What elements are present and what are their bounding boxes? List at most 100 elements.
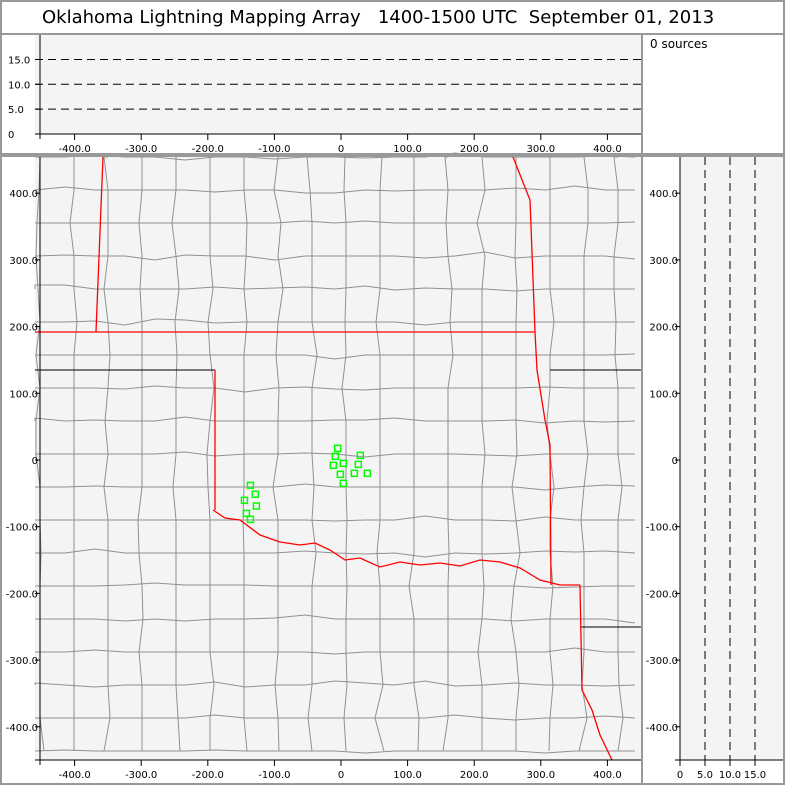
x-tick-label: -400.0 xyxy=(58,144,90,155)
y-tick-label: 400.0 xyxy=(9,189,38,200)
county-line xyxy=(408,157,420,752)
county-line xyxy=(578,156,589,752)
x-tick-label: 400.0 xyxy=(593,770,622,781)
state-border xyxy=(212,509,580,586)
x-tick-label: -400.0 xyxy=(58,770,90,781)
county-line xyxy=(510,157,521,751)
x-tick-label: 200.0 xyxy=(460,144,489,155)
x-tick-label: 10.0 xyxy=(719,770,741,781)
county-line xyxy=(171,157,181,752)
lma-station-marker xyxy=(240,496,249,505)
y-tick-label: 5.0 xyxy=(8,105,24,116)
sources-panel: 0 sources xyxy=(643,35,783,153)
x-tick-label: -300.0 xyxy=(125,770,157,781)
y-tick-label: -300.0 xyxy=(646,656,678,667)
x-tick-label: 5.0 xyxy=(697,770,713,781)
y-tick-label: 300.0 xyxy=(649,256,678,267)
x-tick-label: -200.0 xyxy=(192,770,224,781)
y-tick-label: 200.0 xyxy=(649,323,678,334)
side-plot-area xyxy=(680,157,783,760)
county-line xyxy=(272,156,284,752)
lma-station-marker xyxy=(350,469,359,478)
y-tick-label: 15.0 xyxy=(8,55,30,66)
county-line xyxy=(137,157,144,751)
county-line xyxy=(34,284,635,292)
x-tick-label: 400.0 xyxy=(593,144,622,155)
county-line xyxy=(341,156,348,752)
sources-count: 0 sources xyxy=(650,37,708,51)
county-line xyxy=(35,353,636,360)
y-tick-label: 0 xyxy=(8,130,14,141)
lma-station-marker xyxy=(356,451,365,460)
county-line xyxy=(34,680,636,688)
lma-station-marker xyxy=(246,515,255,524)
x-tick-label: -300.0 xyxy=(125,144,157,155)
y-tick-label: 200.0 xyxy=(9,323,38,334)
lma-station-marker xyxy=(339,459,348,468)
county-line xyxy=(35,582,635,589)
county-line xyxy=(34,251,636,261)
lma-station-marker xyxy=(354,460,363,469)
y-tick-label: 10.0 xyxy=(8,80,30,91)
x-tick-label: 0 xyxy=(677,770,683,781)
y-tick-label: -400.0 xyxy=(646,723,678,734)
county-line xyxy=(242,157,248,752)
lma-station-marker xyxy=(242,509,251,518)
state-border xyxy=(534,331,552,586)
county-line xyxy=(35,385,635,393)
county-line xyxy=(35,515,635,522)
county-line xyxy=(103,156,111,752)
lma-station-marker xyxy=(329,461,338,470)
lma-station-marker xyxy=(339,479,348,488)
divider xyxy=(0,153,785,157)
county-line xyxy=(35,614,636,624)
y-tick-label: 400.0 xyxy=(649,189,678,200)
county-line xyxy=(35,647,635,655)
county-line xyxy=(442,156,454,752)
y-tick-label: 100.0 xyxy=(649,389,678,400)
lma-station-marker xyxy=(363,469,372,478)
county-line xyxy=(34,749,635,754)
y-tick-label: 0 xyxy=(32,456,38,467)
x-tick-label: 200.0 xyxy=(460,770,489,781)
lma-station-marker xyxy=(252,502,261,510)
plot-title: Oklahoma Lightning Mapping Array 1400-15… xyxy=(2,2,783,33)
state-border xyxy=(579,584,613,761)
y-tick-label: -200.0 xyxy=(646,589,678,600)
x-tick-label: 15.0 xyxy=(744,770,766,781)
county-line xyxy=(476,156,486,751)
y-tick-label: -400.0 xyxy=(6,723,38,734)
x-tick-label: -100.0 xyxy=(258,144,290,155)
county-line xyxy=(34,416,636,424)
county-line xyxy=(613,156,624,752)
x-tick-label: 300.0 xyxy=(526,770,555,781)
y-tick-label: -100.0 xyxy=(646,523,678,534)
lma-station-marker xyxy=(331,452,340,461)
county-line xyxy=(306,156,318,752)
lma-station-marker xyxy=(336,470,345,479)
x-tick-label: -100.0 xyxy=(258,770,290,781)
y-tick-label: 0 xyxy=(672,456,678,467)
lma-station-marker xyxy=(333,444,342,453)
x-tick-label: 100.0 xyxy=(393,144,422,155)
lma-station-marker xyxy=(251,490,260,499)
x-tick-label: 0 xyxy=(338,770,344,781)
state-border xyxy=(95,156,104,333)
y-tick-label: 100.0 xyxy=(9,389,38,400)
lma-station-marker xyxy=(246,481,255,490)
state-border xyxy=(512,156,536,333)
x-tick-label: 100.0 xyxy=(393,770,422,781)
x-tick-label: 300.0 xyxy=(526,144,555,155)
title-text: Oklahoma Lightning Mapping Array 1400-15… xyxy=(42,7,715,28)
y-tick-label: -100.0 xyxy=(6,523,38,534)
county-line xyxy=(34,185,635,194)
y-tick-label: -200.0 xyxy=(6,589,38,600)
county-line xyxy=(35,220,636,224)
county-line xyxy=(35,714,636,721)
divider xyxy=(641,35,643,785)
county-borders xyxy=(34,152,636,754)
county-line xyxy=(206,157,215,751)
county-line xyxy=(374,156,385,752)
county-line xyxy=(35,483,636,491)
